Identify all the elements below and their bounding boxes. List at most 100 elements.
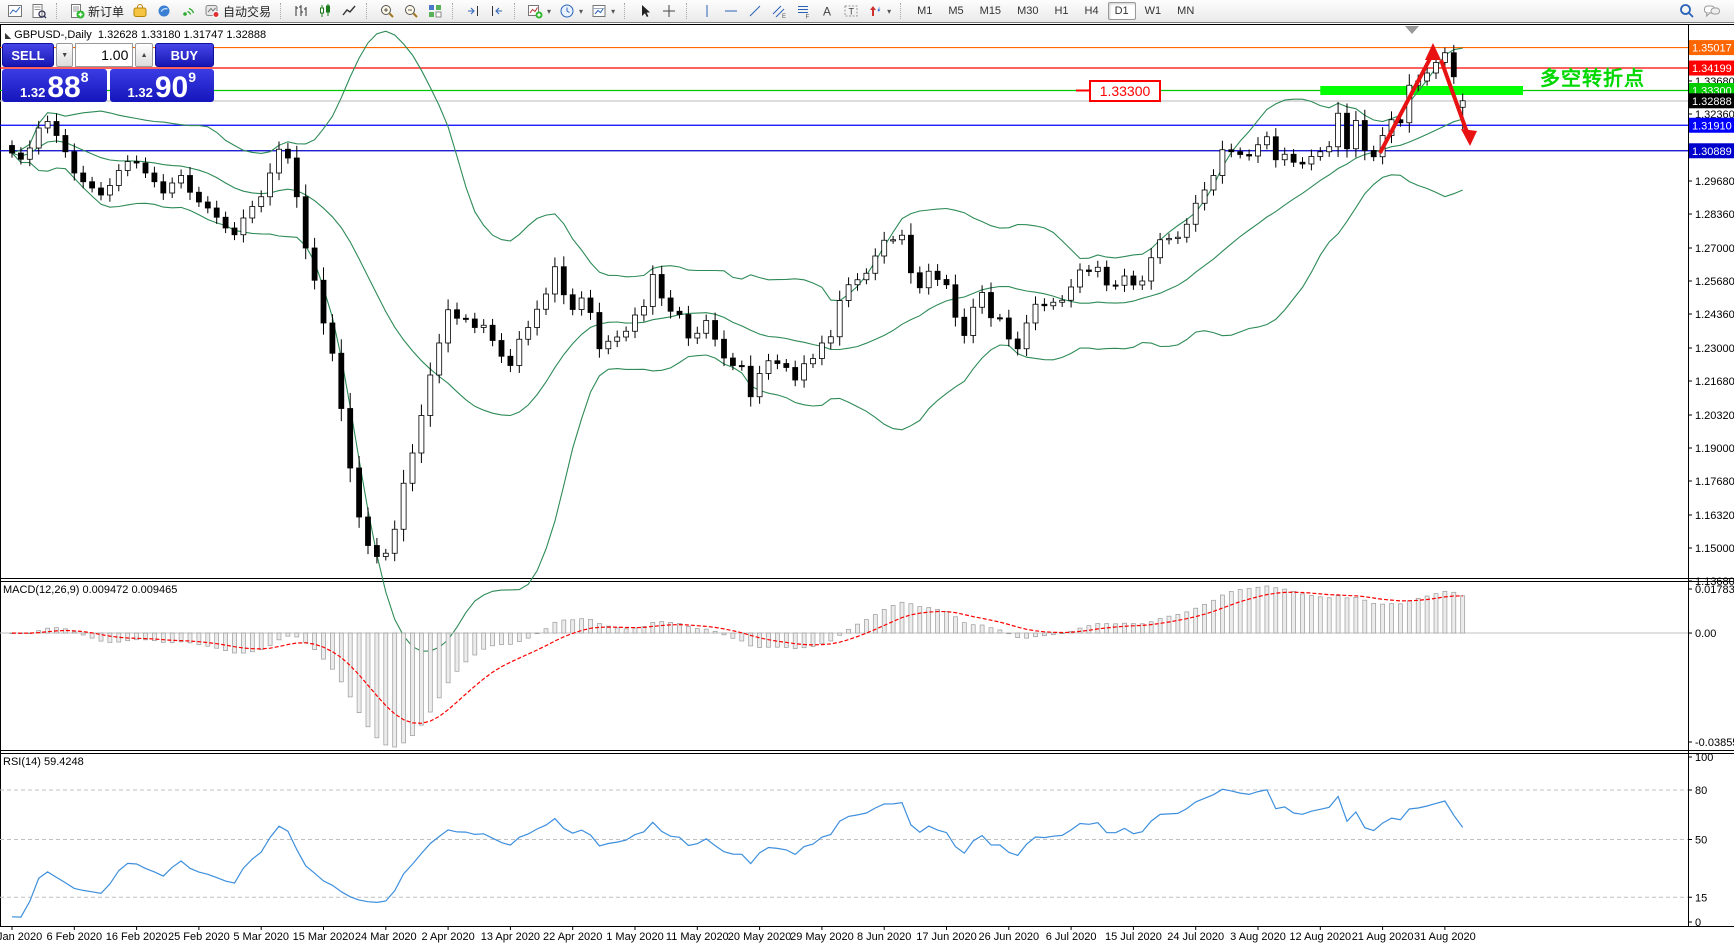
charts-list-button[interactable]: [3, 0, 27, 22]
search-button[interactable]: [1675, 0, 1699, 22]
candlestick-chart-button[interactable]: [313, 0, 337, 22]
zoom-out-button[interactable]: [399, 0, 423, 22]
macd-histogram-bar: [552, 621, 558, 634]
sell-price-sup: 8: [80, 69, 89, 85]
candle: [338, 352, 345, 409]
chart-shift-icon: [492, 6, 503, 16]
macd-histogram-bar: [1264, 585, 1270, 634]
timeframe-m30-button[interactable]: M30: [1017, 5, 1039, 17]
price-badge-label: 1.30889: [1692, 146, 1732, 158]
macd-histogram-bar: [143, 632, 148, 641]
candle: [498, 340, 505, 357]
crosshair-tool-button[interactable]: [657, 0, 681, 22]
volume-input[interactable]: [75, 43, 134, 67]
timeframe-w1-button[interactable]: W1: [1144, 5, 1162, 17]
candle: [703, 320, 710, 334]
chat-button[interactable]: [1699, 0, 1725, 22]
candle: [62, 135, 69, 153]
periods-button[interactable]: ▾: [555, 0, 587, 22]
text-label-tool-button[interactable]: T: [839, 0, 863, 22]
turning-point-annotation[interactable]: 多空转折点: [1540, 68, 1645, 90]
market-button[interactable]: [128, 0, 152, 22]
community-button[interactable]: [152, 0, 176, 22]
macd-histogram-bar: [169, 632, 175, 643]
arrows-tool-button[interactable]: ▾: [863, 0, 895, 22]
line-chart-button[interactable]: [337, 0, 361, 22]
timeframe-mn-button[interactable]: MN: [1177, 5, 1195, 17]
mql-community-icon: [158, 5, 170, 17]
buy-button[interactable]: BUY: [154, 43, 214, 67]
candle: [311, 247, 318, 281]
timeframe-d1-button[interactable]: D1: [1107, 2, 1136, 20]
triangle-down-icon: ▼: [61, 51, 69, 59]
macd-histogram-bar: [828, 632, 834, 642]
timeframe-m1-button[interactable]: M1: [917, 5, 933, 17]
rsi-layer: 100 80 50 15 0: [0, 752, 1713, 929]
timeframe-h4-button[interactable]: H4: [1084, 5, 1099, 17]
up-arrow: [1378, 52, 1435, 154]
macd-histogram-bar: [187, 632, 193, 644]
candle: [1032, 303, 1039, 324]
volume-decrease-button[interactable]: ▼: [56, 43, 74, 67]
price-badge: [1689, 40, 1734, 56]
horizontal-line-tool-button[interactable]: [719, 0, 743, 22]
channel-tool-button[interactable]: E: [767, 0, 791, 22]
price-tick-label: 1.27000: [1695, 243, 1734, 255]
autotrading-button[interactable]: 自动交易: [200, 0, 275, 22]
vertical-line-tool-button[interactable]: [695, 0, 719, 22]
templates-button[interactable]: ▾: [587, 0, 619, 22]
chart-canvas[interactable]: 1.336801.323601.296801.283601.270001.256…: [0, 24, 1734, 946]
macd-histogram-bar: [810, 632, 816, 647]
candle: [80, 172, 87, 183]
macd-axis-label: 0.00: [1695, 628, 1716, 640]
macd-histogram-bar: [401, 632, 406, 744]
candle: [1059, 299, 1066, 303]
data-window-button[interactable]: [27, 0, 51, 22]
timeframe-m5-button[interactable]: M5: [948, 5, 964, 17]
price-badge: [1689, 143, 1734, 159]
macd-histogram-bar: [383, 632, 389, 746]
svg-text:F: F: [806, 15, 810, 20]
indicators-button[interactable]: ▾: [523, 0, 555, 22]
candle: [819, 342, 825, 359]
chart-shift-button[interactable]: [485, 0, 509, 22]
text-icon: A: [823, 5, 831, 19]
price-tick-label: 1.23000: [1695, 343, 1734, 355]
candle: [774, 360, 781, 364]
macd-histogram-bar: [979, 624, 985, 634]
bar-chart-button[interactable]: [289, 0, 313, 22]
rsi-indicator-label: RSI(14) 59.4248: [3, 756, 84, 768]
macd-axis-label: 0.017833: [1695, 584, 1734, 596]
price-callout-label[interactable]: 1.33300: [1089, 80, 1161, 102]
sell-price-display[interactable]: 1.32 88 8: [2, 69, 107, 103]
date-label: 12 Aug 2020: [1289, 931, 1351, 943]
price-tick-label: 1.21680: [1695, 376, 1734, 388]
date-label: 5 Mar 2020: [233, 931, 289, 943]
bollinger-upper: [11, 30, 1463, 302]
auto-scroll-button[interactable]: [461, 0, 485, 22]
signals-button[interactable]: [176, 0, 200, 22]
candle: [195, 191, 202, 203]
macd-histogram-bar: [970, 624, 976, 634]
candle: [1433, 62, 1439, 74]
tile-windows-button[interactable]: [423, 0, 447, 22]
macd-histogram-bar: [214, 632, 220, 649]
new-order-button[interactable]: 新订单: [65, 0, 128, 22]
macd-histogram-bar: [864, 619, 869, 634]
up-arrowhead: [1425, 43, 1441, 60]
candle: [810, 358, 816, 365]
timeframe-m15-button[interactable]: M15: [979, 5, 1002, 17]
trendline-tool-button[interactable]: [743, 0, 767, 22]
sell-button[interactable]: SELL: [2, 43, 54, 67]
horizontal-line-icon: [725, 10, 738, 12]
volume-increase-button[interactable]: ▲: [135, 43, 153, 67]
buy-price-display[interactable]: 1.32 90 9: [109, 69, 214, 103]
cursor-tool-button[interactable]: [633, 0, 657, 22]
zoom-in-button[interactable]: [375, 0, 399, 22]
fibonacci-tool-button[interactable]: F: [791, 0, 815, 22]
text-tool-button[interactable]: A: [815, 0, 839, 22]
candle: [649, 274, 656, 307]
macd-histogram-bar: [1077, 627, 1083, 634]
candle: [489, 324, 496, 341]
timeframe-h1-button[interactable]: H1: [1054, 5, 1069, 17]
